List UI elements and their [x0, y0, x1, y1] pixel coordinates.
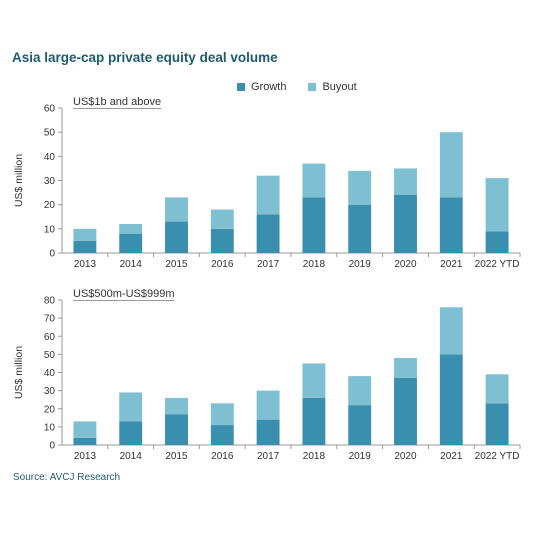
- top-y-tick-label: 10: [44, 224, 56, 235]
- top-x-tick-label: 2019: [349, 259, 372, 270]
- bottom-bar-growth-2019: [348, 405, 372, 445]
- top-x-tick-label: 2021: [440, 259, 463, 270]
- bottom-bar-buyout-2014: [119, 392, 143, 422]
- bottom-bar-growth-2014: [119, 421, 143, 445]
- bottom-bar-growth-2013: [73, 437, 97, 445]
- bottom-bar-growth-2018: [302, 397, 326, 445]
- legend-label-buyout: Buyout: [322, 81, 357, 93]
- bottom-bar-buyout-2021: [439, 307, 463, 355]
- legend-swatch-buyout: [308, 83, 317, 91]
- legend-item-buyout: Buyout: [308, 81, 357, 93]
- top-bar-growth-2016: [210, 228, 234, 253]
- bottom-y-tick-label: 20: [44, 404, 56, 415]
- top-bar-buyout-2022-ytd: [485, 178, 509, 232]
- legend: Growth Buyout: [237, 81, 379, 93]
- bottom-x-tick-label: 2016: [211, 451, 234, 462]
- top-bar-buyout-2020: [394, 168, 417, 195]
- top-bar-growth-2015: [165, 221, 188, 253]
- top-y-axis-label: US$ million: [13, 154, 25, 207]
- top-x-tick-label: 2014: [120, 259, 143, 270]
- legend-swatch-growth: [237, 83, 245, 91]
- top-chart-subtitle: US$1b and above: [73, 96, 161, 108]
- bottom-x-tick-label: 2019: [349, 451, 372, 462]
- top-bar-buyout-2021: [439, 132, 463, 198]
- bottom-y-tick-label: 50: [44, 350, 56, 361]
- top-bar-growth-2019: [348, 204, 372, 253]
- bottom-bar-growth-2016: [210, 425, 234, 445]
- chart-bottom: US$500m-US$999m 0 10 20 30 40 50 60 70 80 US$ mill…: [13, 288, 521, 462]
- bottom-bar-buyout-2015: [165, 397, 188, 415]
- top-x-tick-label: 2017: [257, 259, 280, 270]
- bottom-x-tick-label: 2022 YTD: [475, 451, 520, 462]
- legend-item-growth: Growth: [237, 81, 286, 93]
- bottom-y-tick-label: 60: [44, 332, 56, 343]
- top-bar-growth-2021: [439, 197, 463, 253]
- bottom-x-tick-label: 2015: [165, 451, 188, 462]
- bottom-bar-buyout-2022-ytd: [485, 374, 509, 404]
- top-bar-buyout-2018: [302, 163, 326, 198]
- top-bar-buyout-2014: [119, 224, 143, 234]
- top-bar-growth-2014: [119, 233, 143, 253]
- bottom-y-tick-label: 10: [44, 422, 56, 433]
- top-y-tick-label: 0: [49, 249, 55, 260]
- bottom-x-tick-label: 2021: [440, 451, 463, 462]
- top-y-tick-label: 50: [44, 128, 56, 139]
- bottom-bar-growth-2022-ytd: [485, 403, 509, 445]
- chart-title: Asia large-cap private equity deal volum…: [12, 50, 278, 65]
- bottom-bar-growth-2015: [165, 414, 188, 445]
- bottom-bar-buyout-2018: [302, 363, 326, 398]
- top-y-tick-label: 30: [44, 176, 56, 187]
- top-x-tick-label: 2018: [303, 259, 326, 270]
- bottom-y-tick-label: 80: [44, 296, 56, 307]
- bottom-y-tick-label: 40: [44, 368, 56, 379]
- bottom-bar-growth-2021: [439, 354, 463, 445]
- top-bar-buyout-2013: [73, 228, 97, 241]
- top-x-tick-label: 2020: [394, 259, 417, 270]
- bottom-y-axis-label: US$ million: [13, 346, 25, 399]
- bottom-bar-buyout-2020: [394, 358, 417, 378]
- bottom-y-tick-label: 30: [44, 386, 56, 397]
- top-bar-buyout-2016: [210, 209, 234, 229]
- top-bar-growth-2013: [73, 240, 97, 253]
- bottom-y-tick-label: 70: [44, 314, 56, 325]
- bottom-x-tick-label: 2013: [74, 451, 97, 462]
- top-x-tick-label: 2015: [165, 259, 188, 270]
- source-note: Source: AVCJ Research: [13, 472, 121, 483]
- top-x-tick-label: 2013: [74, 259, 97, 270]
- bottom-x-tick-label: 2014: [120, 451, 143, 462]
- top-x-tick-label: 2022 YTD: [475, 259, 520, 270]
- bottom-bar-buyout-2016: [210, 403, 234, 426]
- top-bar-buyout-2019: [348, 170, 372, 205]
- bottom-bar-buyout-2017: [256, 390, 280, 420]
- bottom-chart-subtitle: US$500m-US$999m: [73, 288, 175, 300]
- bottom-bar-growth-2020: [394, 377, 417, 445]
- top-y-tick-label: 60: [44, 104, 56, 115]
- legend-label-growth: Growth: [251, 81, 287, 93]
- bottom-bar-buyout-2013: [73, 421, 97, 438]
- bottom-x-tick-label: 2017: [257, 451, 280, 462]
- bottom-y-tick-label: 0: [49, 441, 55, 452]
- top-bar-growth-2020: [394, 195, 417, 253]
- bottom-x-tick-label: 2020: [394, 451, 417, 462]
- top-bar-growth-2017: [256, 214, 280, 253]
- top-y-tick-label: 40: [44, 152, 56, 163]
- top-y-tick-label: 20: [44, 200, 56, 211]
- top-bar-buyout-2017: [256, 175, 280, 215]
- top-x-tick-label: 2016: [211, 259, 234, 270]
- bottom-bar-growth-2017: [256, 419, 280, 445]
- top-bar-growth-2022-ytd: [485, 231, 509, 253]
- bottom-x-tick-label: 2018: [303, 451, 326, 462]
- top-bar-buyout-2015: [165, 197, 188, 222]
- chart-top: US$1b and above 0 10 20 30 40 50 60 US$ million 2…: [13, 96, 521, 270]
- bottom-bar-buyout-2019: [348, 376, 372, 406]
- top-bar-growth-2018: [302, 197, 326, 253]
